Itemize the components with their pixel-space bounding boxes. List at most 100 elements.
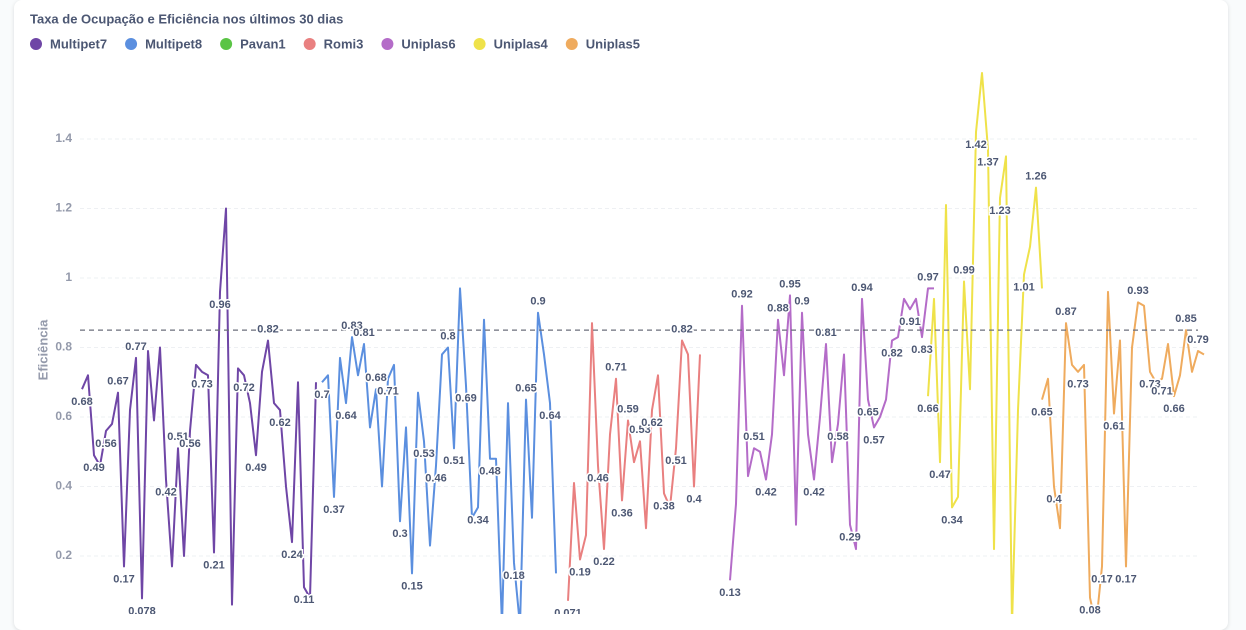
data-label: 0.96 (209, 299, 230, 311)
data-label: 1.37 (977, 156, 998, 168)
data-label: 0.83 (911, 344, 932, 356)
data-label: 1.23 (989, 205, 1010, 217)
data-label: 0.51 (167, 431, 188, 443)
data-label: 0.58 (827, 431, 848, 443)
data-label: 0.46 (587, 473, 608, 485)
data-label: 0.97 (917, 271, 938, 283)
legend-label: Pavan1 (240, 36, 286, 51)
legend-label: Romi3 (324, 36, 364, 51)
data-label: 0.81 (353, 327, 374, 339)
data-label: 0.17 (1115, 573, 1136, 585)
data-label: 0.77 (125, 341, 146, 353)
legend-label: Multipet8 (145, 36, 202, 51)
data-label: 0.62 (641, 417, 662, 429)
data-label: 0.73 (191, 379, 212, 391)
legend-item[interactable]: Uniplas5 (565, 36, 640, 51)
data-label: 0.87 (1055, 306, 1076, 318)
legend-swatch (473, 38, 486, 50)
data-label: 0.13 (719, 587, 740, 599)
series-line (1041, 290, 1205, 614)
data-label: 0.34 (941, 514, 963, 526)
data-label: 0.8 (440, 330, 455, 342)
data-label: 0.49 (83, 462, 104, 474)
data-label: 0.65 (515, 383, 536, 395)
data-label: 0.94 (851, 282, 873, 294)
data-label: 0.51 (443, 455, 464, 467)
legend-label: Multipet7 (50, 36, 107, 51)
legend-item[interactable]: Uniplas6 (381, 36, 456, 51)
legend-swatch (381, 38, 394, 50)
legend-item[interactable]: Romi3 (303, 36, 364, 51)
data-label: 0.62 (269, 417, 290, 429)
data-label: 0.4 (1046, 493, 1062, 505)
data-label: 0.46 (425, 473, 446, 485)
data-label: 0.99 (953, 264, 974, 276)
data-label: 1.26 (1025, 171, 1046, 183)
legend-item[interactable]: Pavan1 (220, 36, 286, 51)
series-line (729, 287, 934, 581)
data-label: 0.82 (881, 347, 902, 359)
data-label: 0.7 (314, 389, 329, 401)
data-label: 1.42 (965, 139, 986, 151)
data-label: 0.11 (294, 594, 315, 606)
data-label: 0.91 (899, 316, 920, 328)
legend-swatch (565, 38, 578, 50)
data-label: 0.38 (653, 500, 674, 512)
data-label: 0.29 (839, 532, 860, 544)
legend-item[interactable]: Multipet8 (125, 36, 202, 51)
y-axis-label: Eficiência (35, 319, 50, 380)
y-tick-label: 0.8 (55, 340, 72, 354)
data-label: 0.57 (863, 434, 884, 446)
page: Taxa de Ocupação e Eficiência nos último… (30, 11, 1210, 614)
y-tick-label: 1.2 (55, 201, 72, 215)
data-label: 1.01 (1013, 281, 1034, 293)
data-label: 0.69 (455, 393, 476, 405)
data-label: 0.51 (743, 431, 764, 443)
data-label: 0.64 (335, 410, 357, 422)
data-label: 0.53 (629, 424, 650, 436)
data-label: 0.73 (1067, 379, 1088, 391)
data-label: 0.73 (1139, 379, 1160, 391)
data-label: 0.61 (1103, 420, 1124, 432)
data-label: 0.92 (731, 289, 752, 301)
data-label: 0.85 (1175, 313, 1196, 325)
data-label: 0.64 (539, 410, 561, 422)
data-label: 0.82 (257, 323, 278, 335)
y-tick-label: 1 (65, 270, 72, 284)
data-label: 0.24 (281, 549, 303, 561)
data-label: 0.71 (377, 386, 398, 398)
series-line (321, 287, 557, 614)
data-label: 0.19 (569, 566, 590, 578)
legend-label: Uniplas4 (494, 36, 549, 51)
data-label: 0.53 (413, 448, 434, 460)
y-tick-label: 0.6 (55, 409, 72, 423)
data-label: 0.17 (113, 573, 134, 585)
data-label: 0.9 (794, 296, 809, 308)
data-label: 0.18 (503, 570, 524, 582)
data-label: 0.34 (467, 514, 489, 526)
y-tick-label: 1.4 (55, 131, 72, 145)
data-label: 0.95 (779, 278, 800, 290)
data-label: 0.08 (1079, 605, 1100, 614)
card (14, 0, 1228, 630)
y-tick-label: 0.4 (55, 479, 72, 493)
data-label: 0.47 (929, 469, 950, 481)
data-label: 0.42 (155, 486, 176, 498)
legend-item[interactable]: Multipet7 (30, 36, 107, 51)
data-label: 0.93 (1127, 285, 1148, 297)
chart-title: Taxa de Ocupação e Eficiência nos último… (30, 11, 343, 26)
data-label: 0.42 (755, 486, 776, 498)
legend-swatch (125, 38, 138, 50)
data-label: 0.15 (401, 580, 422, 592)
data-label: 0.71 (605, 362, 626, 374)
data-label: 0.56 (179, 438, 200, 450)
chart: Taxa de Ocupação e Eficiência nos último… (30, 11, 1210, 614)
data-label: 0.21 (203, 559, 224, 571)
data-label: 0.79 (1187, 334, 1208, 346)
data-label: 0.81 (815, 327, 836, 339)
legend-item[interactable]: Uniplas4 (473, 36, 549, 51)
data-label: 0.42 (803, 486, 824, 498)
legend-label: Uniplas6 (401, 36, 455, 51)
data-label: 0.72 (233, 382, 254, 394)
legend-label: Uniplas5 (586, 36, 640, 51)
